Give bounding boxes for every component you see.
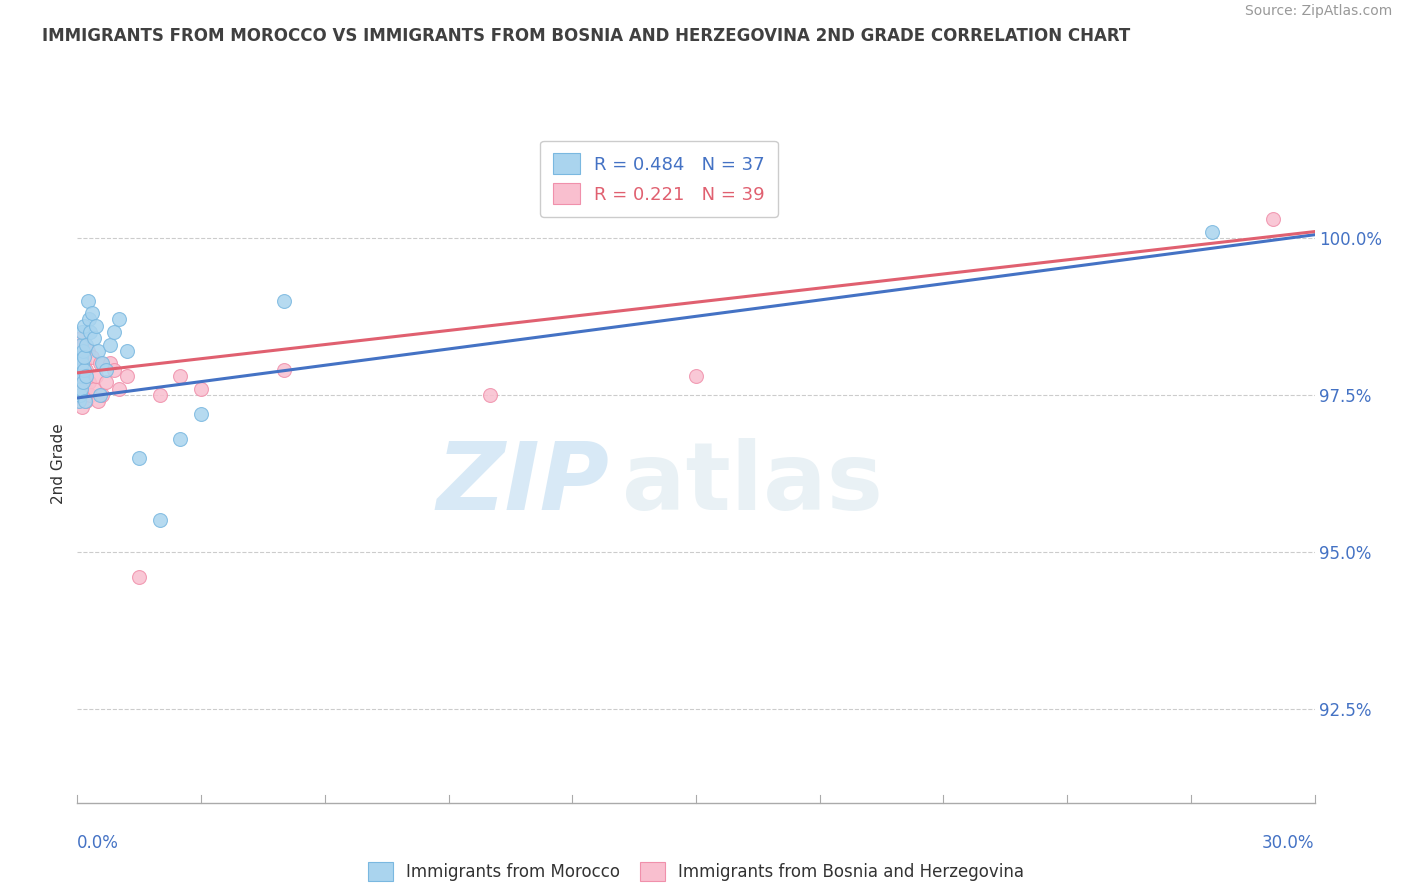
Point — [80, 350, 103, 364]
Point — [70, 382, 93, 396]
Text: ZIP: ZIP — [436, 438, 609, 530]
Text: atlas: atlas — [621, 438, 883, 530]
Point — [128, 450, 150, 465]
Point — [83, 382, 105, 396]
Point — [80, 306, 103, 320]
Point — [69, 356, 91, 370]
Point — [70, 331, 93, 345]
Point — [149, 513, 172, 527]
Text: 30.0%: 30.0% — [1263, 834, 1315, 852]
Point — [103, 362, 125, 376]
Point — [79, 388, 101, 402]
Point — [72, 362, 94, 376]
Point — [75, 337, 97, 351]
Point — [87, 343, 110, 358]
Text: IMMIGRANTS FROM MOROCCO VS IMMIGRANTS FROM BOSNIA AND HERZEGOVINA 2ND GRADE CORR: IMMIGRANTS FROM MOROCCO VS IMMIGRANTS FR… — [42, 27, 1130, 45]
Point — [67, 394, 90, 409]
Point — [70, 350, 93, 364]
Point — [72, 350, 94, 364]
Point — [70, 401, 93, 415]
Point — [72, 376, 94, 390]
Point — [72, 343, 94, 358]
Point — [107, 382, 129, 396]
Point — [1201, 225, 1223, 239]
Point — [89, 388, 111, 402]
Point — [87, 394, 110, 409]
Point — [96, 376, 118, 390]
Point — [73, 356, 96, 370]
Point — [75, 362, 97, 376]
Point — [128, 570, 150, 584]
Point — [273, 362, 295, 376]
Point — [72, 356, 94, 370]
Point — [83, 331, 105, 345]
Point — [478, 388, 501, 402]
Point — [96, 362, 118, 376]
Point — [149, 388, 172, 402]
Point — [685, 368, 707, 383]
Point — [75, 394, 97, 409]
Point — [190, 382, 212, 396]
Y-axis label: 2nd Grade: 2nd Grade — [51, 424, 66, 504]
Point — [79, 325, 101, 339]
Point — [169, 368, 191, 383]
Point — [69, 343, 91, 358]
Point — [69, 388, 91, 402]
Point — [73, 382, 96, 396]
Point — [77, 312, 100, 326]
Point — [115, 343, 138, 358]
Point — [73, 388, 96, 402]
Point — [107, 312, 129, 326]
Point — [84, 318, 107, 333]
Point — [72, 337, 94, 351]
Point — [73, 318, 96, 333]
Point — [98, 356, 121, 370]
Point — [72, 368, 94, 383]
Point — [70, 368, 93, 383]
Point — [76, 293, 98, 308]
Text: 0.0%: 0.0% — [77, 834, 120, 852]
Point — [98, 337, 121, 351]
Point — [91, 388, 114, 402]
Legend: Immigrants from Morocco, Immigrants from Bosnia and Herzegovina: Immigrants from Morocco, Immigrants from… — [360, 854, 1032, 889]
Point — [67, 368, 90, 383]
Point — [70, 362, 93, 376]
Point — [89, 356, 111, 370]
Point — [91, 356, 114, 370]
Point — [69, 362, 91, 376]
Point — [70, 382, 93, 396]
Point — [73, 394, 96, 409]
Point — [70, 337, 93, 351]
Point — [115, 368, 138, 383]
Point — [169, 432, 191, 446]
Point — [72, 376, 94, 390]
Point — [76, 343, 98, 358]
Point — [77, 376, 100, 390]
Point — [69, 388, 91, 402]
Point — [103, 325, 125, 339]
Point — [75, 368, 97, 383]
Point — [190, 407, 212, 421]
Point — [84, 368, 107, 383]
Point — [72, 325, 94, 339]
Text: Source: ZipAtlas.com: Source: ZipAtlas.com — [1244, 4, 1392, 19]
Point — [1263, 212, 1285, 227]
Point — [273, 293, 295, 308]
Point — [73, 350, 96, 364]
